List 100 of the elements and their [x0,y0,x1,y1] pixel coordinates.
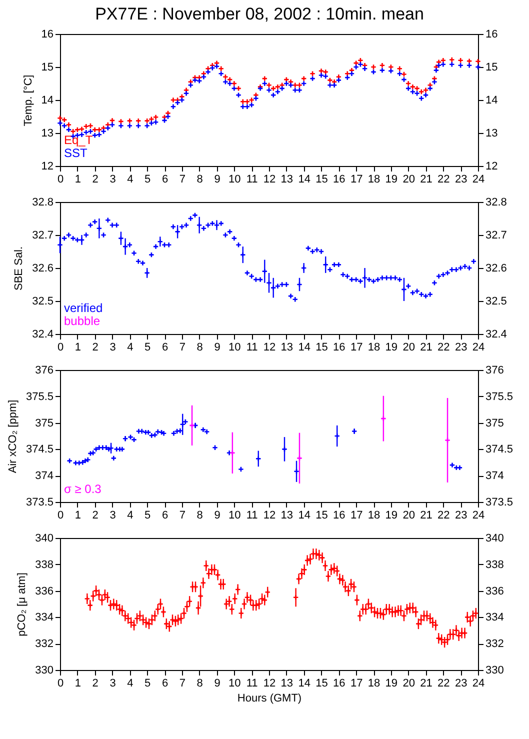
x-tick-label: 21 [420,510,432,522]
x-tick-label: 8 [196,678,203,690]
x-tick-label: 0 [57,510,64,522]
x-tick-label: 13 [280,678,294,690]
x-tick-label: 3 [110,678,116,690]
x-tick-label: 19 [385,342,398,354]
x-tick-label: 23 [454,174,468,186]
x-tick-label: 11 [246,174,258,186]
x-tick-label: 8 [196,510,203,522]
x-tick-label: 14 [298,174,310,186]
y2-tick-label: 32.8 [486,196,507,208]
x-tick-label: 16 [333,174,346,186]
x-tick-label: 10 [228,510,241,522]
x-tick-label: 11 [246,678,258,690]
y-tick-label: 338 [35,558,54,571]
y-tick-label: 15 [41,62,54,74]
x-tick-label: 1 [74,342,81,354]
x-tick-label: 4 [127,174,134,186]
y2-tick-label: 330 [486,664,504,676]
text: verified [64,301,103,315]
x-tick-label: 24 [472,678,485,690]
x-tick-label: 9 [214,678,220,690]
x-tick-label: 20 [402,510,415,522]
x-tick-label: 15 [316,510,328,522]
x-tick-label: 8 [196,174,203,186]
x-tick-label: 10 [228,174,241,186]
y-tick-label: 32.6 [32,262,54,274]
y-tick-label: 12 [41,160,54,172]
x-tick-label: 5 [144,678,151,690]
x-tick-label: 24 [472,342,485,354]
y2-tick-label: 15 [486,62,498,74]
y-tick-label: 330 [35,664,54,676]
x-tick-label: 10 [228,678,241,690]
y2-tick-label: 16 [486,28,498,40]
x-tick-label: 10 [228,342,241,354]
x-tick-label: 15 [316,174,328,186]
y-tick-label: 336 [35,585,54,598]
y2-tick-label: 375 [486,417,504,430]
y-axis-title: pCO₂ [μ atm] [16,572,28,636]
x-tick-label: 2 [92,678,98,690]
x-tick-label: 12 [263,510,276,522]
x-tick-label: 18 [368,678,380,690]
y-axis-title: SBE Sal. [13,246,26,291]
x-tick-label: 9 [214,174,220,186]
x-axis-title: Hours (GMT) [237,692,302,704]
y2-tick-label: 32.7 [486,230,507,242]
x-tick-label: 4 [127,510,134,522]
x-tick-label: 20 [402,174,415,186]
x-tick-label: 17 [350,678,363,690]
y2-tick-label: 32.6 [486,262,507,274]
y-tick-label: 375.5 [26,390,54,403]
x-tick-label: 6 [162,510,168,522]
x-tick-label: 21 [420,678,432,690]
x-tick-label: 15 [316,342,328,354]
x-tick-label: 21 [420,342,432,354]
x-tick-label: 3 [110,174,116,186]
x-tick-label: 24 [472,510,485,522]
x-tick-label: 1 [74,510,81,522]
x-tick-label: 18 [368,510,380,522]
x-tick-label: 6 [162,174,168,186]
y-tick-label: 13 [41,128,54,140]
x-tick-label: 18 [368,342,380,354]
x-tick-label: 11 [246,510,258,522]
y-tick-label: 32.4 [32,328,54,340]
y2-tick-label: 334 [486,612,504,624]
y2-tick-label: 374 [486,470,504,482]
legend-label: bubble [64,314,100,328]
x-tick-label: 19 [385,510,398,522]
x-tick-label: 1 [74,174,81,186]
x-tick-label: 23 [454,678,468,690]
x-tick-label: 16 [333,342,346,354]
y-tick-label: 374.5 [26,444,54,456]
x-tick-label: 7 [179,510,186,522]
x-tick-label: 3 [110,342,116,354]
x-tick-label: 8 [196,342,203,354]
x-tick-label: 2 [92,510,98,522]
series-label: SST [64,146,88,160]
x-tick-label: 7 [179,678,186,690]
x-tick-label: 18 [368,174,380,186]
x-tick-label: 14 [298,510,310,522]
x-tick-label: 12 [263,678,276,690]
x-tick-label: 5 [144,510,151,522]
x-tick-label: 17 [350,174,363,186]
x-tick-label: 16 [333,510,346,522]
x-tick-label: 24 [472,174,485,186]
y2-tick-label: 12 [486,160,498,172]
x-tick-label: 23 [454,510,468,522]
x-tick-label: 22 [438,678,450,690]
y-axis-title: Air xCO₂ [ppm] [6,400,19,474]
y2-tick-label: 32.4 [486,328,507,340]
y2-tick-label: 375.5 [486,390,514,403]
y-tick-label: 334 [35,612,54,624]
x-tick-label: 7 [179,342,186,354]
x-tick-label: 20 [402,678,415,690]
x-tick-label: 4 [127,342,134,354]
x-tick-label: 4 [127,678,134,690]
x-tick-label: 14 [298,342,310,354]
y-tick-label: 32.8 [32,196,54,208]
y2-tick-label: 13 [486,128,498,140]
x-tick-label: 2 [92,174,98,186]
